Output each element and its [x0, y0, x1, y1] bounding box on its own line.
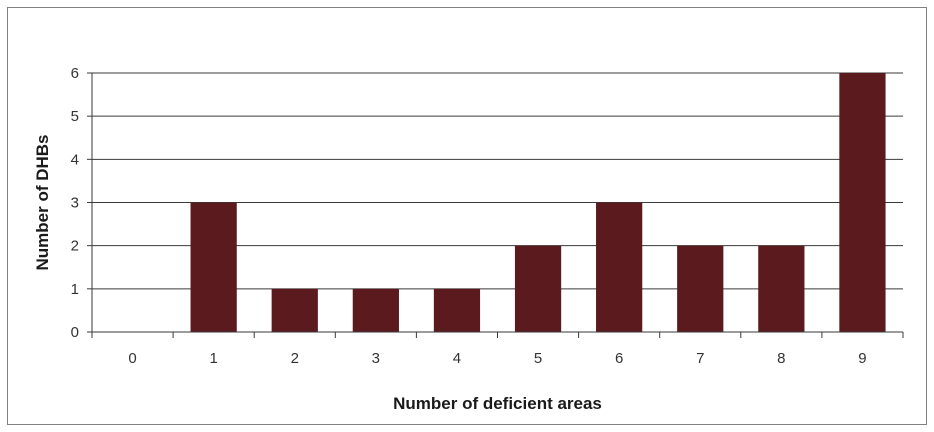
x-tick-label: 0: [128, 350, 136, 367]
bar: [839, 73, 885, 332]
x-tick-label: 6: [615, 350, 623, 367]
y-tick-label: 4: [71, 151, 79, 168]
bar: [434, 289, 480, 332]
bar: [596, 203, 642, 333]
x-tick-label: 8: [777, 350, 785, 367]
x-tick-labels: 0 1 2 3 4 5 6 7 8 9: [128, 350, 866, 367]
bar: [515, 246, 561, 332]
bar: [677, 246, 723, 332]
x-tick-label: 9: [858, 350, 866, 367]
y-tick-label: 5: [71, 108, 79, 125]
x-tick-label: 3: [372, 350, 380, 367]
x-axis-title: Number of deficient areas: [393, 394, 602, 413]
x-tick-label: 5: [534, 350, 542, 367]
y-tick-label: 6: [71, 65, 79, 82]
y-tick-label: 3: [71, 195, 79, 212]
bar: [272, 289, 318, 332]
bar: [758, 246, 804, 332]
y-tick-labels: 0 1 2 3 4 5 6: [71, 65, 79, 341]
y-tick-label: 2: [71, 238, 79, 255]
y-axis-title: Number of DHBs: [33, 134, 52, 270]
x-tick-label: 2: [291, 350, 299, 367]
x-tick-label: 7: [696, 350, 704, 367]
bar: [191, 203, 237, 333]
y-tick-label: 1: [71, 281, 79, 298]
bar: [353, 289, 399, 332]
x-tick-label: 1: [209, 350, 217, 367]
y-tick-label: 0: [71, 324, 79, 341]
x-tick-label: 4: [453, 350, 461, 367]
